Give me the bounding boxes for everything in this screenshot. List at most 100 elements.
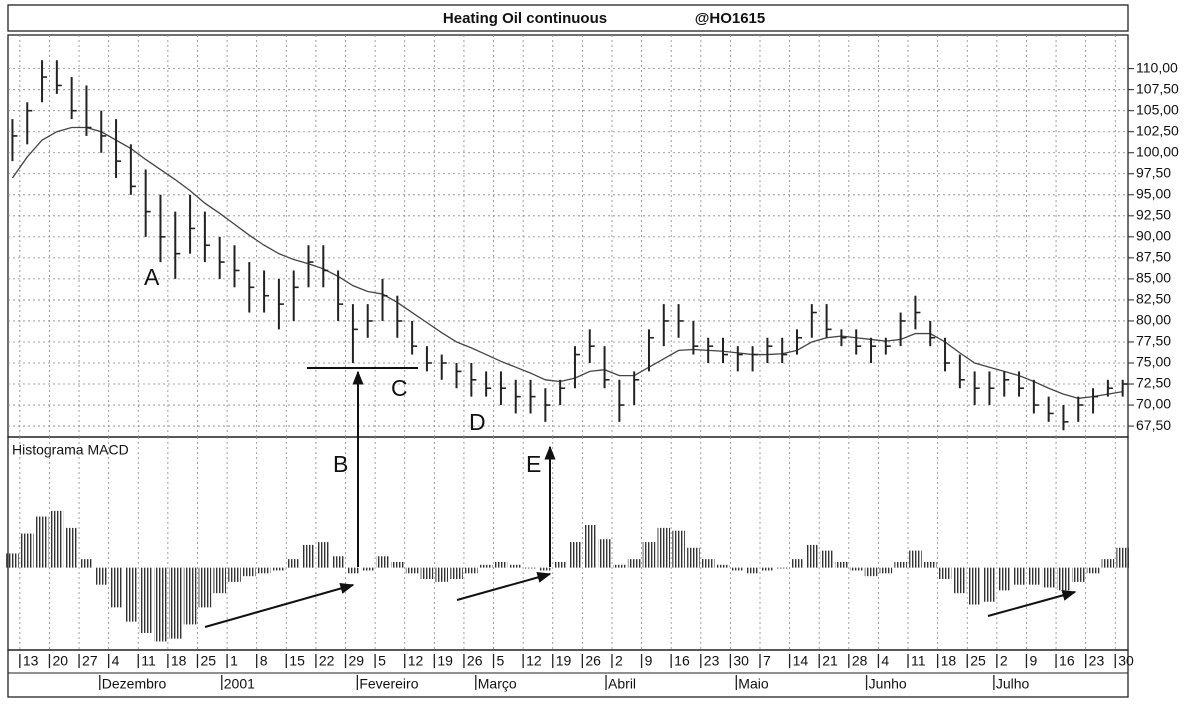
x-tick-label: 21 xyxy=(822,653,838,669)
histogram-bar xyxy=(124,567,138,622)
y-tick-label: 90,00 xyxy=(1136,228,1171,244)
histogram-bar xyxy=(228,567,241,582)
histogram-bar xyxy=(539,567,552,571)
month-label: Maio xyxy=(738,676,769,692)
histogram-bar xyxy=(50,510,64,568)
annotation: C xyxy=(391,375,408,401)
histogram-bar xyxy=(1027,567,1041,585)
x-tick-label: 7 xyxy=(763,653,771,669)
histogram-bar xyxy=(391,561,404,568)
chart-title: Heating Oil continuous xyxy=(443,10,607,27)
x-tick-label: 19 xyxy=(437,653,453,669)
x-tick-label: 14 xyxy=(793,653,809,669)
arrow xyxy=(987,589,1077,617)
histogram-bar xyxy=(687,547,700,568)
x-tick-label: 5 xyxy=(497,653,505,669)
x-tick-label: 20 xyxy=(52,653,68,669)
histogram-bar xyxy=(94,567,108,585)
y-tick-label: 107,50 xyxy=(1136,80,1179,96)
histogram-bar xyxy=(1101,559,1115,568)
histogram-bar xyxy=(761,567,774,571)
histogram-bar xyxy=(909,550,922,568)
y-tick-label: 77,50 xyxy=(1136,333,1171,349)
histogram-bar xyxy=(376,556,389,568)
x-tick-label: 4 xyxy=(881,653,889,669)
x-tick-label: 23 xyxy=(1089,653,1105,669)
histogram-bar xyxy=(524,567,537,569)
histogram-bar xyxy=(450,567,463,579)
histogram-bar xyxy=(198,567,212,608)
title-box xyxy=(7,4,1129,32)
y-tick-label: 67,50 xyxy=(1136,417,1171,433)
plot-layer: 67,50 70,00 72,50 75,00 77,50 80,00 82,50 85,00… xyxy=(6,35,1179,692)
histogram-bar xyxy=(139,567,152,633)
panel-title: Histograma MACD xyxy=(12,442,129,458)
histogram-bar xyxy=(894,561,907,568)
histogram-bar xyxy=(346,567,360,574)
x-tick-label: 25 xyxy=(970,653,986,669)
histogram-bar xyxy=(805,544,819,568)
x-tick-label: 27 xyxy=(82,653,98,669)
histogram-bar xyxy=(183,567,197,625)
histogram-bar xyxy=(568,542,582,568)
histogram-bar xyxy=(953,567,967,594)
histogram-bar xyxy=(168,567,182,639)
y-tick-label: 75,00 xyxy=(1136,354,1171,370)
month-label: Junho xyxy=(869,676,907,692)
x-tick-label: 2 xyxy=(1000,653,1008,669)
histogram-bar xyxy=(1012,567,1026,585)
histogram-bar xyxy=(317,542,330,568)
x-tick-label: 9 xyxy=(645,653,653,669)
histogram-bar xyxy=(613,564,626,568)
x-tick-label: 18 xyxy=(171,653,187,669)
histogram-bar xyxy=(657,527,671,568)
month-label: Dezembro xyxy=(102,676,167,692)
y-tick-label: 105,00 xyxy=(1136,101,1179,117)
histogram-bar xyxy=(553,561,567,568)
x-tick-label: 28 xyxy=(852,653,868,669)
y-tick-label: 95,00 xyxy=(1136,185,1171,201)
histogram-bar xyxy=(1071,567,1085,582)
arrow xyxy=(456,571,552,601)
x-tick-label: 22 xyxy=(319,653,335,669)
y-tick-label: 102,50 xyxy=(1136,122,1179,138)
x-tick-label: 26 xyxy=(585,653,601,669)
annotation: A xyxy=(144,264,160,290)
x-tick-label: 30 xyxy=(733,653,749,669)
histogram-bar xyxy=(983,567,996,602)
histogram-bar xyxy=(494,561,508,568)
x-tick-label: 13 xyxy=(23,653,39,669)
x-tick-label: 16 xyxy=(1059,653,1075,669)
histogram-bar xyxy=(731,567,745,571)
histogram-bar xyxy=(672,530,685,568)
y-tick-label: 97,50 xyxy=(1136,164,1171,180)
histogram-bar xyxy=(583,525,597,568)
annotation: D xyxy=(469,409,486,435)
x-tick-label: 4 xyxy=(112,653,120,669)
x-tick-label: 12 xyxy=(408,653,424,669)
histogram-bar xyxy=(923,561,937,568)
histogram-bar xyxy=(361,567,375,571)
x-tick-label: 15 xyxy=(289,653,305,669)
histogram-bar xyxy=(35,516,49,568)
arrow xyxy=(204,583,355,628)
x-tick-label: 19 xyxy=(556,653,572,669)
y-tick-label: 80,00 xyxy=(1136,312,1171,328)
month-label: Março xyxy=(478,676,517,692)
histogram-bar xyxy=(420,567,434,579)
x-tick-label: 30 xyxy=(1118,653,1134,669)
histogram-bar xyxy=(509,564,523,568)
histogram-bar xyxy=(997,567,1011,591)
y-tick-label: 100,00 xyxy=(1136,143,1179,159)
histogram-bar xyxy=(598,539,611,568)
histogram-bar xyxy=(1057,567,1070,591)
histogram-bar xyxy=(405,567,419,574)
histogram-bar xyxy=(879,567,893,574)
y-tick-label: 87,50 xyxy=(1136,249,1171,265)
histogram-bar xyxy=(80,559,93,568)
y-tick-label: 110,00 xyxy=(1136,59,1178,75)
histogram-bar xyxy=(775,567,789,569)
x-tick-label: 26 xyxy=(467,653,483,669)
x-tick-label: 5 xyxy=(378,653,386,669)
